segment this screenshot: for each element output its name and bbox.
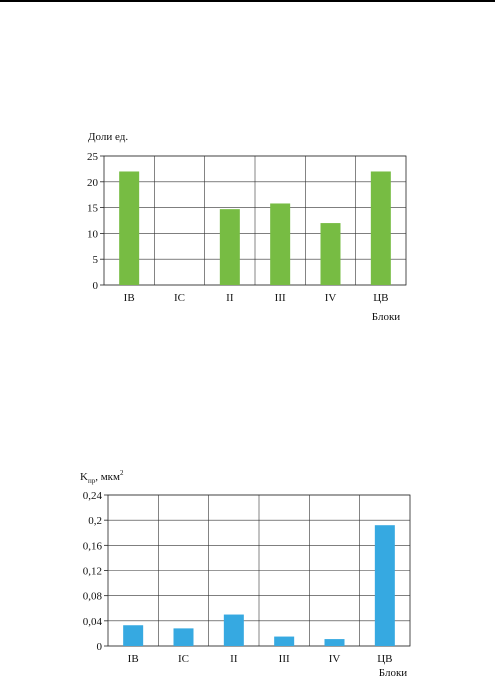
c2-y-tick-label: 0,12 [83,566,102,578]
c2-bar-2 [174,628,194,646]
c2-bar-5 [325,639,345,646]
c2-y-axis-label-main: K [80,471,88,483]
c2-y-tick-label: 0,2 [88,515,102,527]
c2-bar-4 [274,637,294,646]
c2-x-tick-label: IV [329,653,341,665]
c2-y-tick-label: 0,08 [83,591,103,603]
c2-x-axis-label: Блоки [379,667,408,678]
c2-x-tick-label: IC [178,653,189,665]
c2-bar-6 [375,525,395,646]
c2-bar-1 [123,625,143,646]
c2-y-axis-label-sup: 2 [120,469,124,477]
c2-y-tick-label: 0,16 [83,540,103,552]
c2-x-tick-label: III [279,653,290,665]
c2-x-tick-label: II [230,653,238,665]
c2-bar-3 [224,615,244,646]
c2-x-tick-label: IB [128,653,139,665]
c2-y-tick-label: 0,24 [83,490,103,502]
c2-x-tick-label: ЦВ [377,653,392,665]
c2-y-tick-label: 0,04 [83,616,103,628]
c2-y-axis-label: Kпр, мкм2 [80,469,124,485]
c2-y-axis-label-unit: , мкм [95,471,120,483]
c2-y-tick-label: 0 [97,641,103,653]
